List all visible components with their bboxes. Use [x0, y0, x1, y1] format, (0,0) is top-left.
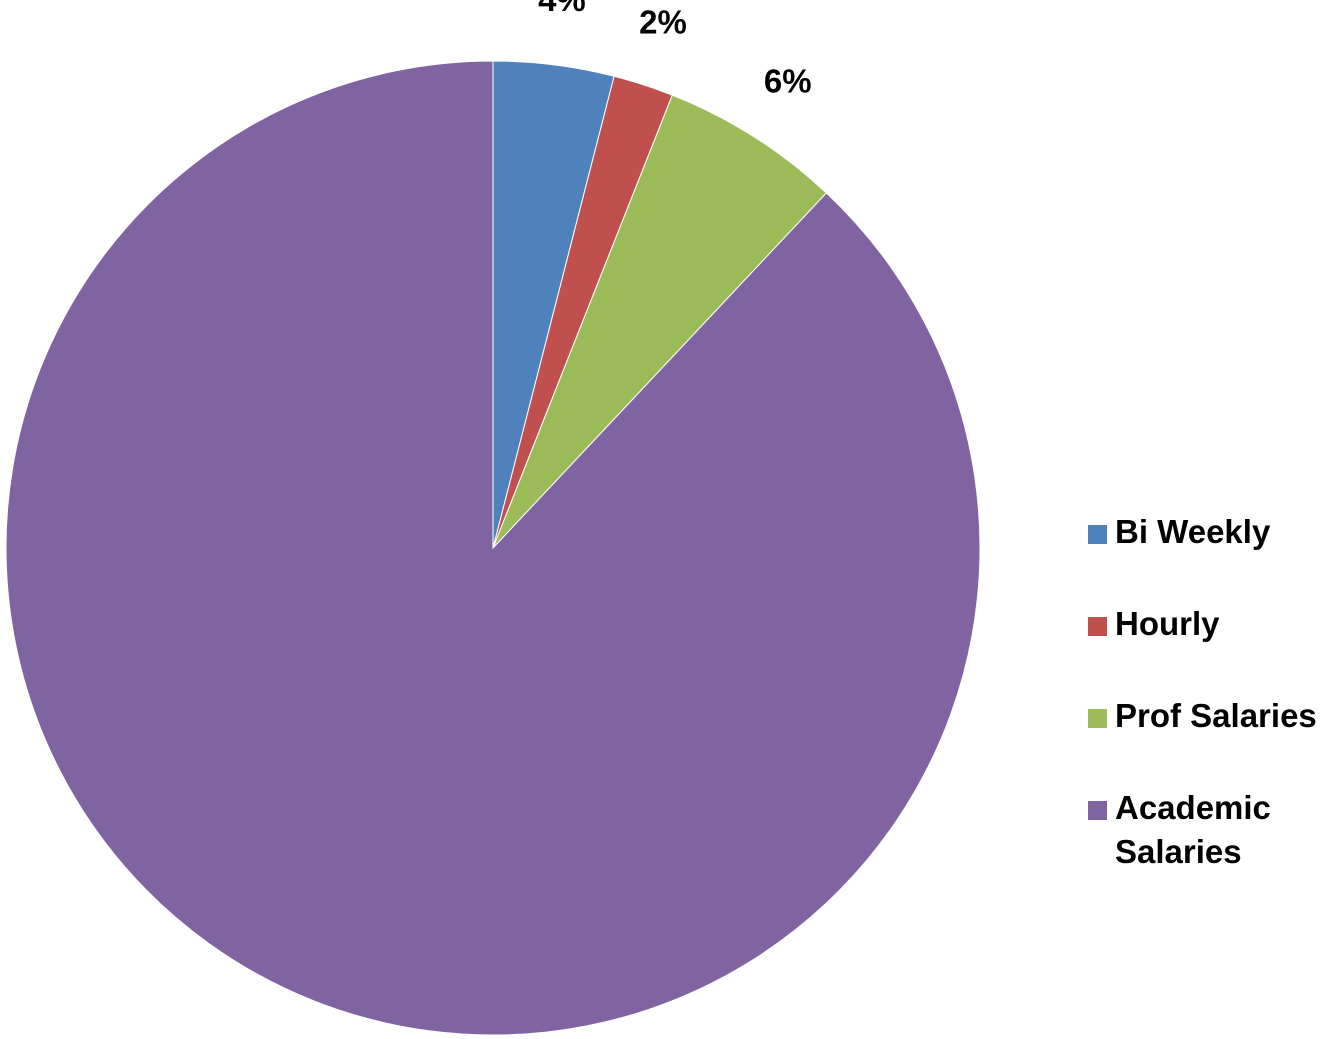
legend-label: Bi Weekly [1115, 513, 1271, 550]
data-label: 4% [538, 0, 586, 18]
pie-slice [5, 60, 981, 1036]
legend: Bi Weekly Hourly Prof Salaries Academic Sal… [1088, 510, 1344, 922]
data-label: 6% [764, 62, 812, 99]
legend-item: Academic Salaries [1088, 786, 1344, 874]
legend-item: Prof Salaries [1088, 694, 1344, 738]
legend-swatch [1088, 709, 1107, 728]
legend-swatch [1088, 801, 1107, 820]
legend-item: Hourly [1088, 602, 1344, 646]
legend-label: Prof Salaries [1115, 697, 1317, 734]
legend-swatch [1088, 617, 1107, 636]
legend-label: Academic Salaries [1115, 789, 1271, 870]
legend-item: Bi Weekly [1088, 510, 1344, 554]
data-label: 2% [639, 4, 687, 41]
legend-label: Hourly [1115, 605, 1220, 642]
pie-slice [492, 94, 828, 549]
legend-swatch [1088, 525, 1107, 544]
